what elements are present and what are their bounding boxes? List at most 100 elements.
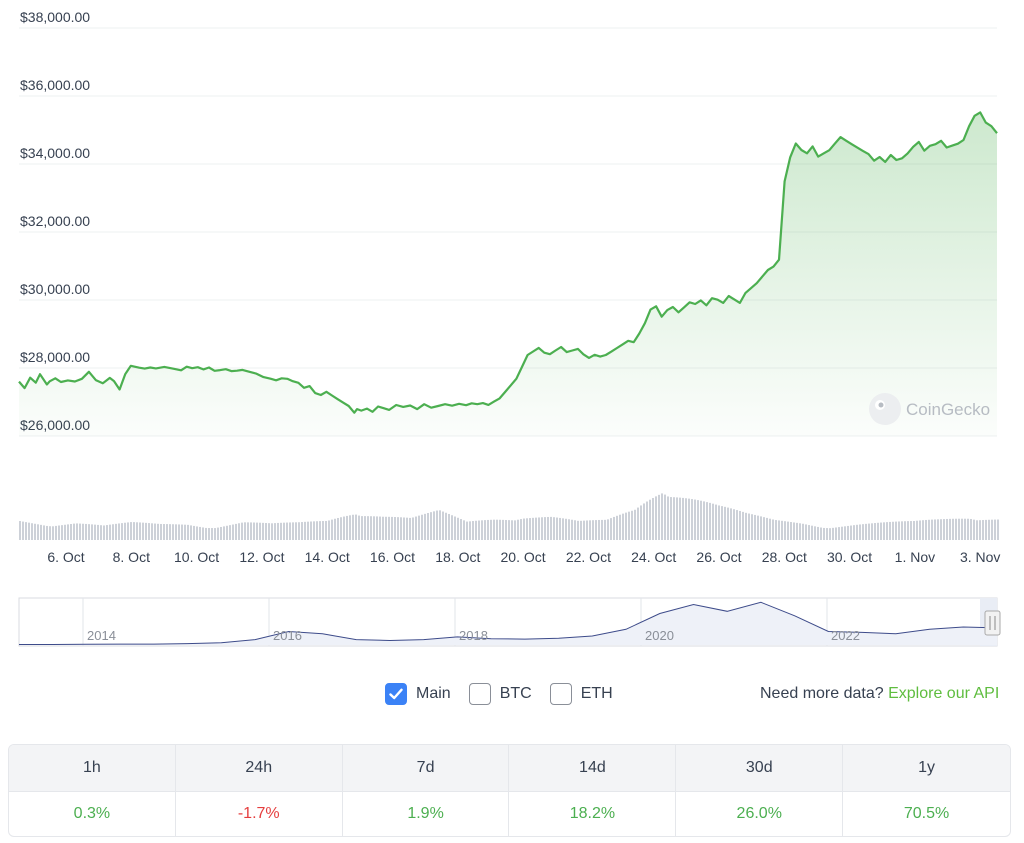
volume-bar (667, 496, 669, 540)
volume-bar (949, 518, 951, 540)
volume-bar (952, 518, 954, 540)
volume-bar (436, 510, 438, 540)
toggle-btc-label: BTC (499, 685, 532, 702)
volume-bar (523, 518, 525, 540)
volume-bar (565, 518, 567, 540)
volume-bar (568, 519, 570, 540)
explore-api-link[interactable]: Explore our API (888, 685, 1000, 702)
navigator[interactable]: 2014 2016 2018 2020 2022 (18, 597, 1001, 647)
volume-bar (811, 525, 813, 540)
volume-bar (316, 521, 318, 540)
volume-bar (148, 523, 150, 540)
btc-checkbox[interactable] (468, 683, 491, 705)
volume-bar (808, 525, 810, 540)
volume-bar (679, 497, 681, 540)
volume-bar (916, 520, 918, 540)
toggle-main[interactable]: Main (385, 683, 451, 705)
volume-bar (526, 518, 528, 540)
volume-bar (406, 517, 408, 540)
volume-bar (307, 521, 309, 540)
volume-bar (106, 525, 108, 540)
volume-bar (922, 520, 924, 540)
volume-bar (994, 519, 996, 540)
volume-bar (448, 513, 450, 540)
x-tick-label: 6. Oct (47, 549, 84, 565)
volume-bar (331, 519, 333, 540)
price-chart[interactable]: $38,000.00 $36,000.00 $34,000.00 $32,000.00… (0, 0, 1024, 660)
volume-bar (649, 499, 651, 540)
change-value-24h: -1.7% (176, 792, 343, 836)
volume-bar (289, 522, 291, 540)
volume-bar (640, 505, 642, 540)
eth-checkbox[interactable] (549, 683, 572, 705)
volume-bar (754, 514, 756, 540)
volume-bar (286, 522, 288, 540)
volume-bar (190, 525, 192, 540)
volume-bar (877, 522, 879, 540)
volume-bar (259, 522, 261, 540)
toggle-eth[interactable]: ETH (549, 683, 613, 705)
change-value-7d: 1.9% (343, 792, 510, 836)
volume-bar (742, 511, 744, 540)
volume-bar (235, 523, 237, 540)
volume-bar (172, 524, 174, 540)
volume-bar (871, 523, 873, 540)
toggle-main-label: Main (416, 685, 451, 702)
volume-bar (136, 522, 138, 540)
volume-bar (202, 527, 204, 540)
volume-bar (964, 518, 966, 540)
volume-bar (517, 519, 519, 540)
volume-bar (937, 519, 939, 540)
volume-bar (73, 523, 75, 540)
volume-bar (529, 518, 531, 540)
volume-bar (880, 522, 882, 540)
volume-bar (652, 497, 654, 540)
volume-bar (673, 497, 675, 540)
volume-bar (823, 527, 825, 540)
volume-bar (886, 522, 888, 540)
x-tick-label: 12. Oct (239, 549, 284, 565)
volume-bar (967, 518, 969, 540)
volume-bar (793, 522, 795, 540)
volume-bar (295, 522, 297, 540)
x-tick-label: 1. Nov (895, 549, 935, 565)
volume-bar (250, 522, 252, 540)
volume-bar (91, 524, 93, 540)
volume-bar (415, 516, 417, 540)
x-tick-label: 18. Oct (435, 549, 480, 565)
volume-bar (334, 518, 336, 540)
volume-bar (187, 524, 189, 540)
volume-bar (64, 524, 66, 540)
volume-bar (535, 517, 537, 540)
volume-bar (178, 524, 180, 540)
volume-bar (805, 524, 807, 540)
toggle-btc[interactable]: BTC (468, 683, 532, 705)
volume-bar (271, 523, 273, 540)
volume-bar (586, 520, 588, 540)
volume-bar (892, 521, 894, 540)
main-checkbox[interactable] (385, 683, 407, 705)
volume-bar (862, 524, 864, 540)
navigator-year-label: 2018 (459, 628, 488, 643)
volume-bar (367, 516, 369, 540)
period-header-30d: 30d (676, 745, 844, 792)
volume-bar (646, 501, 648, 540)
navigator-handle[interactable] (984, 610, 1001, 636)
volume-bar (790, 522, 792, 540)
volume-bar (19, 521, 21, 540)
volume-bar (829, 528, 831, 540)
volume-bar (883, 522, 885, 540)
volume-bar (400, 517, 402, 540)
volume-bar (442, 511, 444, 540)
volume-bar (94, 524, 96, 540)
volume-bar (856, 524, 858, 540)
volume-bar (268, 523, 270, 540)
volume-bar (355, 514, 357, 540)
x-tick-label: 10. Oct (174, 549, 219, 565)
y-tick-label: $28,000.00 (20, 349, 90, 365)
volume-bar (826, 528, 828, 540)
volume-bar (508, 520, 510, 540)
volume-bar (970, 518, 972, 540)
volume-bar (154, 523, 156, 540)
volume-bar (988, 519, 990, 540)
